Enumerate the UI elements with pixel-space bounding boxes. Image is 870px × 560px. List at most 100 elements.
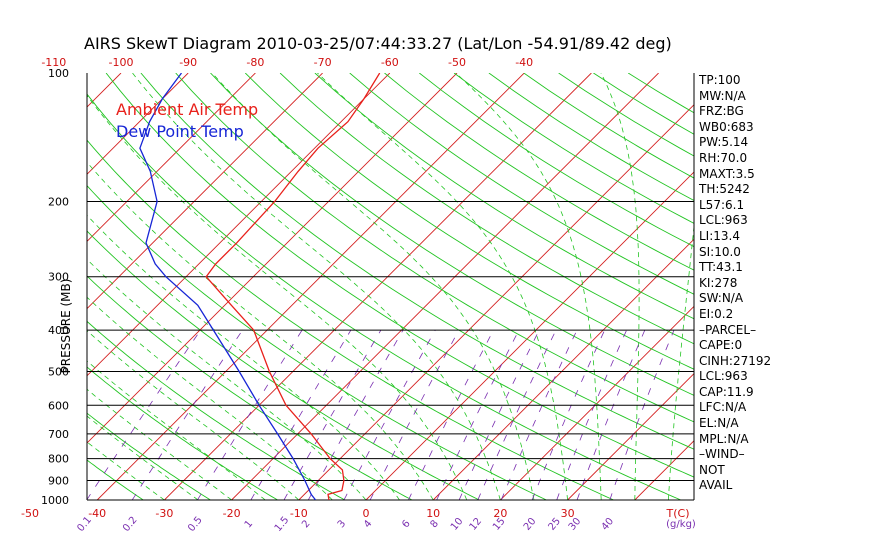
dew-point-temp-line [139, 73, 317, 500]
pressure-tick-label: 300 [48, 271, 69, 284]
pressure-tick-label: 900 [48, 474, 69, 487]
sounding-index-item: LCL:963 [699, 369, 748, 384]
isotherm-line [164, 73, 592, 500]
moist-adiabat-line [211, 73, 535, 500]
sounding-index-item: SI:10.0 [699, 244, 741, 259]
sounding-index-item: TT:43.1 [699, 260, 743, 275]
temperature-tick-label: -20 [223, 507, 241, 520]
dry-adiabat-line [384, 73, 694, 271]
top-temperature-tick-label: -70 [314, 56, 332, 69]
top-temperature-tick-label: -100 [109, 56, 134, 69]
sounding-index-item: EI:0.2 [699, 306, 734, 321]
dry-adiabat-line [488, 73, 694, 202]
sounding-index-item: L57:6.1 [699, 197, 745, 212]
top-temperature-tick-label: -50 [448, 56, 466, 69]
sounding-index-item: RH:70.0 [699, 150, 748, 165]
isotherm-line [87, 73, 189, 175]
mixing-ratio-label: 8 [428, 518, 441, 530]
mixing-ratio-line [477, 329, 557, 500]
sounding-index-item: EL:N/A [699, 416, 739, 431]
sounding-index-item: TP:100 [699, 73, 741, 87]
top-temperature-tick-label: -90 [179, 56, 197, 69]
dry-adiabat-line [0, 73, 89, 509]
temperature-tick-label: -10 [290, 507, 308, 520]
pressure-tick-label: 800 [48, 453, 69, 466]
mixing-ratio-label: 4 [362, 518, 375, 530]
sounding-index-item: LCL:963 [699, 213, 748, 228]
moist-adiabat-line [87, 296, 333, 500]
mixing-ratio-label: 0.2 [121, 515, 140, 534]
moist-adiabat-line [132, 73, 501, 500]
mixing-ratio-line [556, 329, 627, 500]
moist-adiabat-line [87, 94, 468, 500]
ambient-air-temp-line [205, 73, 381, 500]
temperature-tick-label: -30 [155, 507, 173, 520]
mixing-ratio-label: 20 [522, 516, 539, 533]
legend-ambient-air-temp: Ambient Air Temp [116, 100, 259, 119]
dry-adiabat-line [0, 73, 21, 509]
mixing-ratio-label: 40 [600, 516, 617, 533]
dry-adiabat-line [349, 73, 694, 295]
pressure-tick-label: 100 [48, 67, 69, 80]
legend-dew-point-temp: Dew Point Temp [116, 122, 244, 141]
temperature-tick-label: 20 [493, 507, 507, 520]
profile-lines [139, 73, 381, 500]
dry-adiabat-line [87, 275, 413, 500]
moist-adiabat-line [87, 214, 400, 500]
temperature-tick-label: 30 [561, 507, 575, 520]
pressure-tick-label: 600 [48, 399, 69, 412]
dry-adiabat-line [87, 412, 212, 500]
mixing-ratio-line [458, 329, 540, 500]
sounding-index-item: SW:N/A [699, 291, 744, 306]
pressure-tick-label: 500 [48, 365, 69, 378]
isotherm-line [87, 73, 323, 310]
sounding-index-item: AVAIL [699, 478, 733, 493]
pressure-tick-label: 1000 [41, 494, 69, 507]
dry-adiabat-line [87, 185, 548, 500]
sounding-index-item: CINH:27192 [699, 353, 772, 368]
temperature-unit-label: T(C) [666, 507, 690, 520]
dry-adiabat-line [87, 320, 346, 500]
isotherm-line [0, 73, 54, 500]
temperature-tick-label: 0 [363, 507, 370, 520]
mixing-ratio-label: 10 [449, 516, 466, 533]
mixing-ratio-line [283, 329, 382, 500]
isotherm-line [567, 372, 694, 500]
sounding-index-item: –WIND– [699, 447, 745, 462]
sounding-index-item: LFC:N/A [699, 400, 747, 415]
mixing-ratio-unit-label: (g/kg) [666, 519, 696, 530]
sounding-index-item: PW:5.14 [699, 135, 749, 150]
top-temperature-tick-label: -80 [246, 56, 264, 69]
temperature-tick-label: 10 [426, 507, 440, 520]
mixing-ratio-label: 6 [400, 518, 413, 530]
mixing-ratio-line [436, 329, 520, 500]
temperature-tick-label: -40 [88, 507, 106, 520]
dry-adiabat-line [175, 73, 694, 423]
pressure-tick-label: 400 [48, 324, 69, 337]
sounding-index-item: MW:N/A [699, 88, 746, 103]
dry-adiabat-line [105, 73, 694, 478]
dry-adiabat-line [523, 73, 694, 179]
isotherm-line [298, 104, 694, 500]
moist-adiabat-line [87, 360, 266, 500]
dry-adiabat-line [314, 73, 694, 320]
dry-adiabat-line [279, 73, 694, 345]
isotherm-line [231, 73, 659, 500]
isobar-lines [86, 73, 695, 501]
isotherm-line [365, 171, 694, 500]
chart-title: AIRS SkewT Diagram 2010-03-25/07:44:33.2… [84, 34, 672, 53]
sounding-index-item: CAPE:0 [699, 338, 743, 353]
pressure-tick-label: 700 [48, 428, 69, 441]
dry-adiabat-line [87, 459, 145, 500]
dry-adiabat-line [87, 139, 615, 500]
sounding-index-item: CAP:11.9 [699, 384, 754, 399]
sounding-index-item: TH:5242 [699, 182, 750, 197]
dry-adiabat-line [87, 230, 481, 500]
mixing-ratio-label: 1 [243, 518, 256, 530]
dry-adiabat-line [87, 366, 279, 500]
isotherm-line [432, 238, 694, 500]
mixing-ratio-line [87, 329, 201, 500]
moist-adiabat-line [600, 73, 640, 500]
dry-adiabat-line [244, 73, 694, 370]
